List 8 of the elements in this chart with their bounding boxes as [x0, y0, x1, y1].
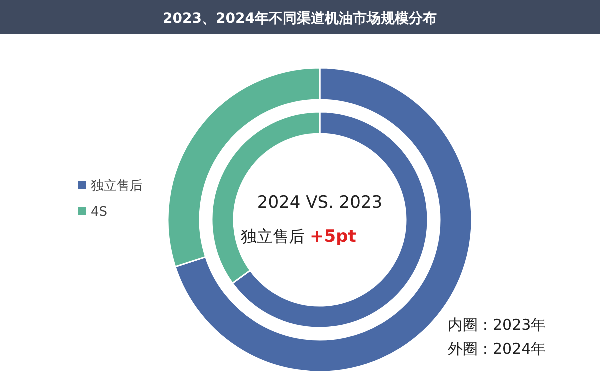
text: 2024 VS. 2023 — [257, 193, 383, 213]
text: +5pt — [310, 227, 356, 247]
legend-label: 独立售后 — [91, 178, 143, 194]
text: 外圈：2024年 — [448, 340, 546, 358]
legend-label: 4S — [91, 205, 108, 220]
chart-title: 2023、2024年不同渠道机油市场规模分布 — [163, 10, 437, 27]
text: 独立售后 — [241, 227, 305, 246]
text: 内圈：2023年 — [448, 316, 546, 334]
